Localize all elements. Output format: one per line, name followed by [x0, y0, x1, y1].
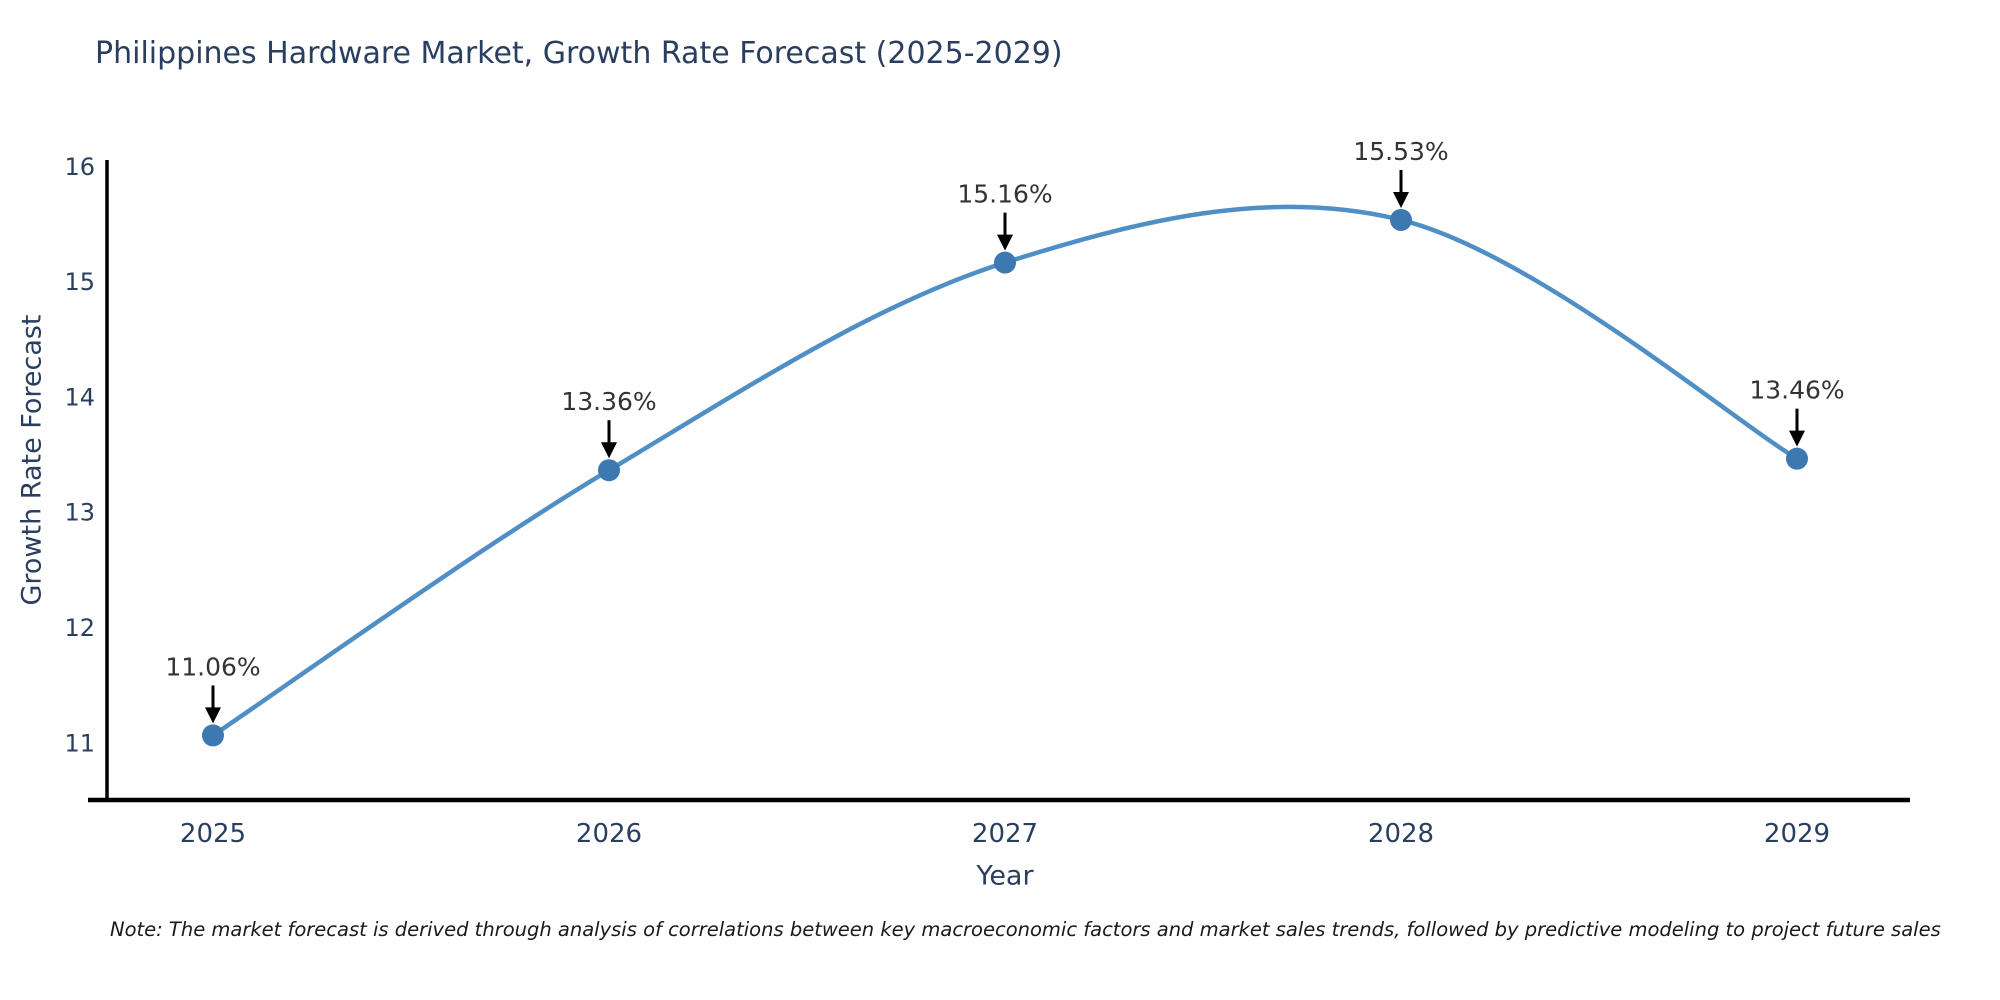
data-point-label: 13.36% [561, 387, 656, 416]
footnote: Note: The market forecast is derived thr… [110, 918, 1941, 941]
data-point-label: 13.46% [1749, 376, 1844, 405]
annotation-arrowhead [1789, 430, 1805, 447]
x-tick-label: 2029 [1764, 819, 1830, 849]
data-point-label: 15.16% [957, 180, 1052, 209]
x-axis-title: Year [976, 860, 1034, 892]
annotation-arrowhead [1393, 191, 1409, 208]
data-point-2026 [598, 459, 620, 482]
annotation-arrowhead [997, 234, 1013, 251]
y-tick-label: 16 [64, 153, 95, 181]
forecast-line [210, 204, 1800, 738]
data-point-2025 [202, 724, 224, 747]
data-point-2029 [1786, 447, 1808, 470]
data-point-label: 11.06% [165, 652, 260, 681]
y-tick-label: 15 [64, 268, 95, 296]
annotation-arrowhead [205, 707, 221, 724]
x-tick-label: 2026 [576, 819, 642, 849]
data-point-2027 [994, 251, 1016, 274]
y-tick-label: 11 [64, 729, 95, 757]
y-tick-label: 12 [64, 614, 95, 642]
annotation-arrowhead [601, 442, 617, 459]
x-tick-label: 2025 [180, 819, 246, 849]
y-tick-label: 13 [64, 499, 95, 527]
x-tick-label: 2028 [1368, 819, 1434, 849]
x-tick-label: 2027 [972, 819, 1038, 849]
chart-title: Philippines Hardware Market, Growth Rate… [95, 36, 1063, 71]
y-tick-label: 14 [64, 383, 95, 411]
data-point-2028 [1390, 208, 1412, 231]
data-point-label: 15.53% [1353, 137, 1448, 166]
